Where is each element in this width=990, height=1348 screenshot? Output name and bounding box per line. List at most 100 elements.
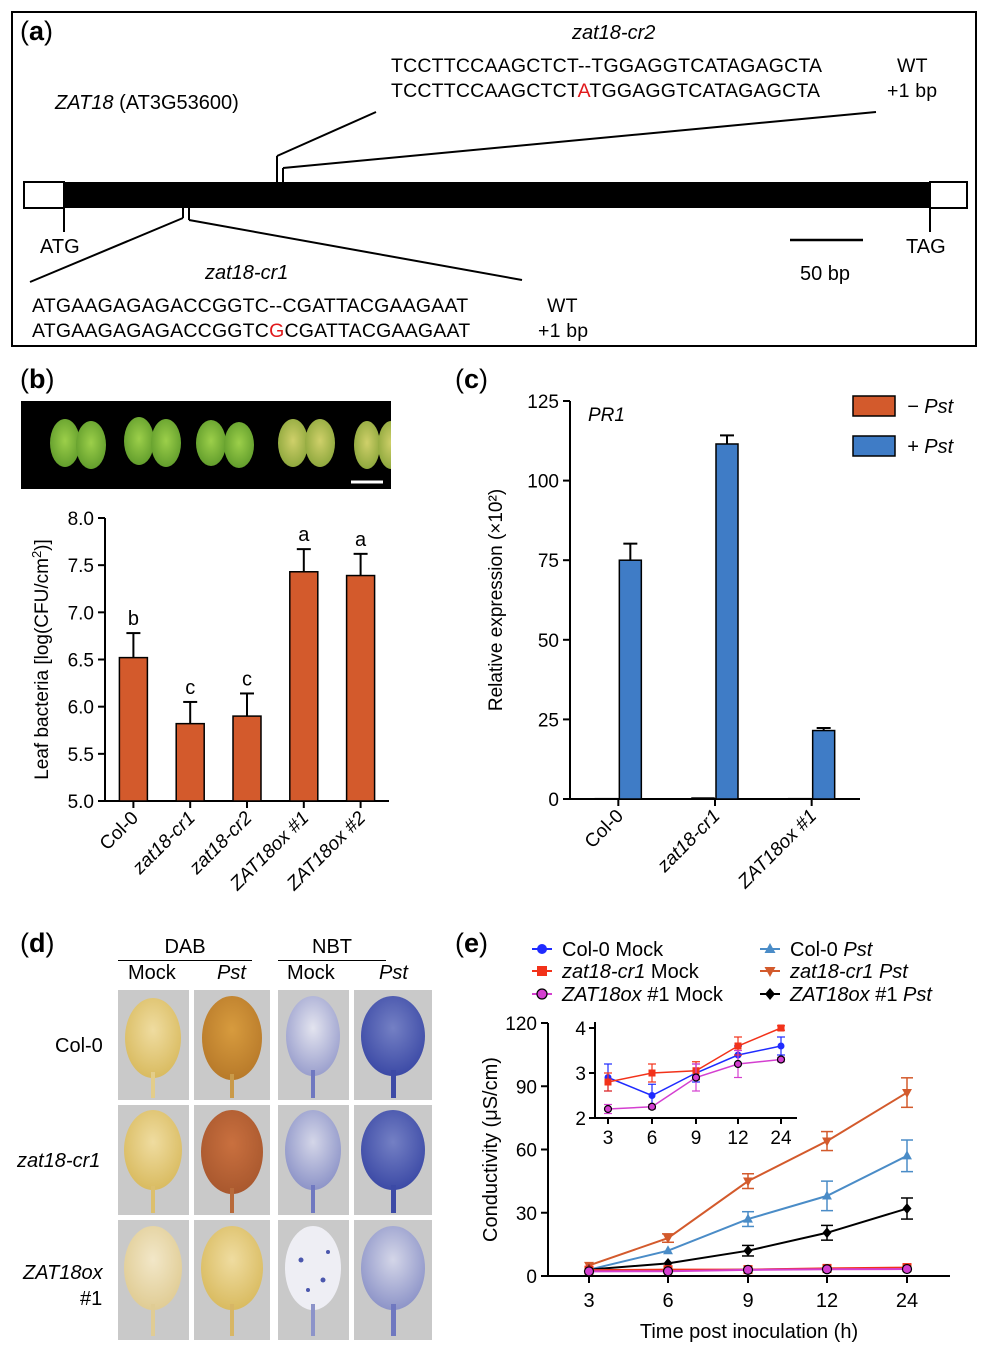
e-legend-genotype: Col-0 bbox=[790, 939, 838, 961]
leaf-pair-col0 bbox=[50, 419, 106, 469]
col-nbt-mock: Mock bbox=[287, 962, 335, 984]
tile-col0-dab-pst bbox=[194, 990, 270, 1100]
e-legend-label: Col-0 Mock bbox=[562, 939, 664, 961]
e-marker bbox=[743, 1213, 753, 1223]
e-xtick-label: 6 bbox=[662, 1290, 673, 1312]
cr2-mut-seq: TCCTTCCAAGCTCTATGGAGGTCATAGAGCTA bbox=[391, 80, 821, 102]
row-cr1: zat18-cr1 bbox=[17, 1150, 101, 1172]
b-bar bbox=[175, 722, 205, 802]
e-marker bbox=[603, 1104, 613, 1114]
c-xtick-label: Col-0 bbox=[581, 806, 628, 853]
e-marker bbox=[743, 1177, 753, 1187]
tile-ox1-nbt-pst bbox=[354, 1220, 432, 1340]
e-ylabel: Conductivity (μS/cm) bbox=[480, 1057, 502, 1242]
cr1-name: zat18-cr1 bbox=[205, 262, 289, 284]
e-marker bbox=[822, 1190, 832, 1200]
e-legend-label: zat18-cr1 Pst bbox=[789, 961, 909, 983]
cr1-wt-seq: ATGAAGAGAGACCGGTC--CGATTACGAAGAAT bbox=[32, 295, 469, 317]
col-dab-pst: Pst bbox=[217, 962, 246, 984]
e-inset-xtick-label: 6 bbox=[647, 1128, 658, 1149]
atg-label: ATG bbox=[40, 236, 80, 258]
c-ytick-label: 25 bbox=[538, 710, 559, 731]
e-legend-label: Col-0 Pst bbox=[790, 939, 874, 961]
b-bar bbox=[289, 571, 319, 802]
c-legend-swatch bbox=[852, 395, 896, 417]
b-ylabel-end: )] bbox=[32, 539, 53, 551]
e-inset-line bbox=[607, 1058, 782, 1110]
panel-a bbox=[11, 11, 977, 347]
e-xtick-label: 9 bbox=[742, 1290, 753, 1312]
e-marker bbox=[648, 1092, 656, 1099]
b-ytick-label: 5.5 bbox=[68, 745, 94, 766]
tile-col0-dab-mock bbox=[118, 990, 189, 1100]
cr1-wt-tag: WT bbox=[547, 295, 578, 317]
tile-cr1-dab-mock bbox=[118, 1105, 189, 1215]
b-ytick-label: 8.0 bbox=[68, 509, 94, 530]
e-marker bbox=[765, 988, 775, 1000]
e-marker bbox=[647, 1102, 657, 1111]
e-ytick-label: 0 bbox=[526, 1267, 537, 1288]
staining-grid bbox=[118, 990, 432, 1340]
row-ox1: ZAT18ox bbox=[23, 1262, 103, 1284]
e-inset-ytick-label: 4 bbox=[575, 1019, 586, 1040]
c-xtick-label: zat18-cr1 bbox=[653, 806, 725, 878]
b-ytick-label: 5.0 bbox=[68, 792, 94, 813]
b-ytick-label: 7.5 bbox=[68, 556, 94, 577]
e-marker bbox=[764, 967, 776, 977]
b-xtick-label: zat18-cr1 bbox=[128, 808, 200, 880]
e-ytick-label: 90 bbox=[516, 1077, 537, 1098]
e-marker bbox=[537, 966, 547, 976]
e-legend-genotype: Col-0 bbox=[562, 939, 610, 961]
e-legend-label: ZAT18ox #1 Mock bbox=[561, 984, 724, 1006]
c-ytick-label: 50 bbox=[538, 631, 559, 652]
e-legend-label: ZAT18ox #1 Pst bbox=[789, 984, 933, 1006]
e-ytick-label: 120 bbox=[505, 1014, 537, 1035]
c-ytick-label: 125 bbox=[527, 392, 559, 413]
leaf-photo-drawing bbox=[50, 417, 391, 484]
e-marker bbox=[691, 1073, 701, 1082]
e-legend-rest: Mock bbox=[645, 961, 699, 983]
e-marker bbox=[604, 1078, 612, 1086]
e-legend-rest: #1 bbox=[870, 984, 903, 1006]
e-marker bbox=[822, 1137, 832, 1147]
tile-cr1-dab-pst bbox=[194, 1105, 270, 1215]
cr2-wt-seq: TCCTTCCAAGCTCT--TGGAGGTCATAGAGCTA bbox=[391, 55, 823, 77]
utr-left bbox=[23, 181, 65, 209]
b-xtick-label: Col-0 bbox=[96, 808, 143, 855]
b-sig-letter: b bbox=[128, 608, 139, 630]
e-inset-xtick-label: 3 bbox=[603, 1128, 614, 1149]
scale-bar-label: 50 bp bbox=[800, 263, 851, 285]
e-ytick-label: 30 bbox=[516, 1204, 537, 1225]
e-legend-rest: Mock bbox=[610, 939, 664, 961]
e-legend-label: zat18-cr1 Mock bbox=[561, 961, 700, 983]
leaf-pair-ox2 bbox=[354, 421, 391, 469]
e-marker bbox=[662, 1266, 674, 1277]
e-marker bbox=[648, 1069, 656, 1077]
c-bar bbox=[618, 559, 643, 800]
e-marker bbox=[663, 1234, 673, 1244]
leaf-pair-cr1 bbox=[124, 417, 181, 467]
e-xtick-label: 24 bbox=[896, 1290, 918, 1312]
b-ylabel: Leaf bacteria [log(CFU/cm2)] bbox=[29, 539, 53, 780]
c-bar bbox=[715, 443, 739, 800]
e-legend-genotype: zat18-cr1 bbox=[789, 961, 873, 983]
b-sig-letter: c bbox=[242, 668, 252, 690]
tile-ox1-dab-pst bbox=[194, 1220, 270, 1340]
e-marker bbox=[822, 1227, 832, 1239]
e-legend-pst: Pst bbox=[879, 961, 909, 983]
b-bar bbox=[345, 574, 376, 802]
e-series-4 bbox=[584, 1077, 913, 1271]
cr1-mut-seq: ATGAAGAGAGACCGGTCGCGATTACGAAGAAT bbox=[32, 320, 471, 342]
c-ytick-label: 100 bbox=[527, 472, 559, 493]
c-xtick-label: ZAT18ox #1 bbox=[733, 806, 821, 894]
tile-col0-nbt-pst bbox=[354, 990, 432, 1100]
e-marker bbox=[902, 1203, 912, 1214]
e-inset-ytick-label: 2 bbox=[575, 1109, 586, 1130]
e-marker bbox=[777, 1042, 785, 1050]
e-xtick-label: 12 bbox=[816, 1290, 838, 1312]
tile-ox1-dab-mock bbox=[118, 1220, 189, 1340]
e-marker bbox=[777, 1024, 785, 1032]
gene-diagram bbox=[23, 111, 968, 283]
b-ylabel-sup: 2 bbox=[29, 551, 44, 558]
